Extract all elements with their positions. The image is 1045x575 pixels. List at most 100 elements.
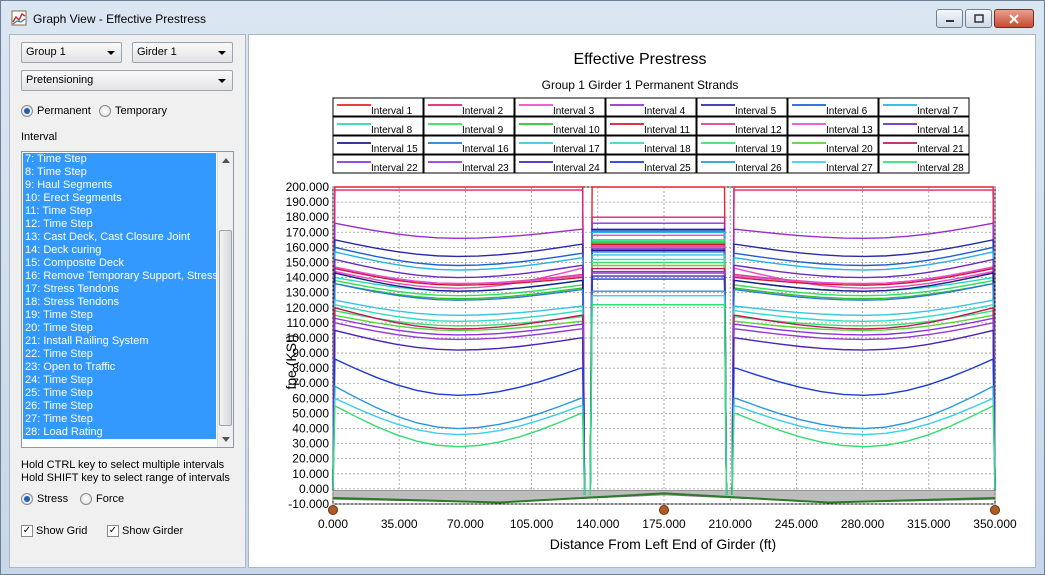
y-tick-label: 30.000	[292, 437, 329, 451]
permanent-radio-label: Permanent	[37, 105, 91, 117]
strand-type-select[interactable]: Pretensioning	[21, 70, 233, 91]
interval-list-item[interactable]: 27: Time Step	[23, 413, 216, 426]
effective-prestress-chart: Effective Prestress Group 1 Girder 1 Per…	[283, 51, 1017, 552]
series-line	[332, 329, 586, 495]
interval-list-item[interactable]: 21: Install Railing System	[23, 335, 216, 348]
interval-list-item[interactable]: 12: Time Step	[23, 218, 216, 231]
interval-list-scrollbar[interactable]	[217, 152, 233, 447]
scroll-up-button[interactable]	[218, 152, 233, 168]
show-grid-checkbox[interactable]: ✓ Show Grid	[21, 525, 87, 537]
legend-label: Interval 20	[826, 144, 873, 155]
legend-cell	[514, 116, 606, 136]
y-tick-label: 0.000	[299, 482, 329, 496]
interval-list-items: 7: Time Step 8: Time Step 9: Haul Segments…	[23, 153, 216, 446]
chevron-down-icon	[218, 79, 226, 83]
legend-cell	[605, 135, 697, 155]
interval-list-item[interactable]: 22: Time Step	[23, 348, 216, 361]
permanent-radio[interactable]: Permanent	[21, 105, 91, 117]
interval-list-item[interactable]: 11: Time Step	[23, 205, 216, 218]
minimize-button[interactable]	[936, 9, 963, 28]
y-tick-label: 160.000	[286, 240, 330, 254]
series-line	[332, 267, 586, 495]
interval-label: Interval	[21, 131, 58, 143]
y-tick-label: 110.000	[287, 316, 330, 330]
stress-radio-label: Stress	[37, 493, 69, 505]
series-line	[731, 246, 996, 495]
legend-cell	[423, 154, 515, 174]
interval-list-item[interactable]: 16: Remove Temporary Support, Stress	[23, 270, 216, 283]
show-girder-checkbox[interactable]: ✓ Show Girder	[107, 525, 183, 537]
series-line	[332, 397, 586, 495]
y-tick-label: 140.000	[286, 271, 330, 285]
series-line	[731, 358, 996, 495]
force-radio[interactable]: Force	[80, 493, 124, 505]
series-line	[731, 309, 996, 495]
interval-list-item[interactable]: 7: Time Step	[23, 153, 216, 166]
force-radio-label: Force	[96, 493, 125, 505]
interval-list-item[interactable]: 15: Composite Deck	[23, 257, 216, 270]
interval-list-item[interactable]: 14: Deck curing	[23, 244, 216, 257]
x-tick-label: 0.000	[318, 517, 348, 531]
x-tick-label: 35.000	[381, 517, 418, 531]
interval-list-item[interactable]: 9: Haul Segments	[23, 179, 216, 192]
legend-label: Interval 15	[371, 144, 418, 155]
scroll-down-button[interactable]	[218, 431, 233, 447]
legend-label: Interval 23	[462, 163, 509, 174]
interval-list-item[interactable]: 19: Time Step	[23, 309, 216, 322]
series-line	[731, 266, 996, 495]
series-line	[731, 397, 996, 495]
interval-list[interactable]: 7: Time Step 8: Time Step 9: Haul Segments…	[21, 151, 234, 448]
graph-panel: Effective Prestress Group 1 Girder 1 Per…	[248, 34, 1036, 568]
y-tick-label: 200.000	[286, 180, 330, 194]
interval-list-item[interactable]: 26: Time Step	[23, 400, 216, 413]
girder-select[interactable]: Girder 1	[132, 42, 233, 63]
y-tick-label: 20.000	[292, 452, 329, 466]
legend-cell	[605, 97, 697, 117]
stress-radio[interactable]: Stress	[21, 493, 68, 505]
y-tick-label: 180.000	[286, 210, 330, 224]
interval-list-item[interactable]: 8: Time Step	[23, 166, 216, 179]
series-line	[731, 299, 996, 495]
legend-cell	[787, 97, 879, 117]
y-tick-label: 90.000	[292, 346, 329, 360]
series-line	[332, 246, 586, 495]
interval-list-item[interactable]: 10: Erect Segments	[23, 192, 216, 205]
interval-list-item[interactable]: 20: Time Step	[23, 322, 216, 335]
series-line	[731, 189, 996, 495]
y-tick-label: 70.000	[292, 376, 329, 390]
legend-label: Interval 17	[553, 144, 600, 155]
series-line	[332, 317, 586, 495]
interval-list-item[interactable]: 25: Time Step	[23, 387, 216, 400]
series-line	[332, 222, 586, 495]
legend-cell	[423, 116, 515, 136]
interval-list-item[interactable]: 23: Open to Traffic	[23, 361, 216, 374]
legend-label: Interval 6	[826, 106, 868, 117]
legend-cell	[878, 154, 970, 174]
y-axis-label: fpe (KSI)	[283, 334, 299, 389]
close-button[interactable]	[994, 9, 1034, 28]
title-bar[interactable]: Graph View - Effective Prestress	[1, 1, 1044, 35]
interval-list-item[interactable]: 17: Stress Tendons	[23, 283, 216, 296]
interval-list-item[interactable]: 24: Time Step	[23, 374, 216, 387]
series-line	[332, 303, 586, 495]
series-line	[731, 279, 996, 495]
legend-label: Interval 4	[644, 106, 686, 117]
series-line	[332, 266, 586, 495]
series-line	[332, 404, 586, 495]
legend-label: Interval 10	[553, 125, 600, 136]
interval-list-item[interactable]: 18: Stress Tendons	[23, 296, 216, 309]
scroll-thumb[interactable]	[219, 230, 232, 426]
graph-app-icon	[11, 10, 27, 26]
group-select[interactable]: Group 1	[21, 42, 122, 63]
interval-list-item[interactable]: 28: Load Rating	[23, 426, 216, 439]
x-tick-label: 105.000	[510, 517, 554, 531]
legend-label: Interval 9	[462, 125, 504, 136]
legend-label: Interval 25	[644, 163, 691, 174]
series-line	[332, 267, 586, 495]
chart-subtitle: Group 1 Girder 1 Permanent Strands	[542, 78, 739, 92]
maximize-button[interactable]	[965, 9, 992, 28]
legend-cell	[332, 116, 424, 136]
interval-list-item[interactable]: 13: Cast Deck, Cast Closure Joint	[23, 231, 216, 244]
temporary-radio[interactable]: Temporary	[99, 105, 167, 117]
